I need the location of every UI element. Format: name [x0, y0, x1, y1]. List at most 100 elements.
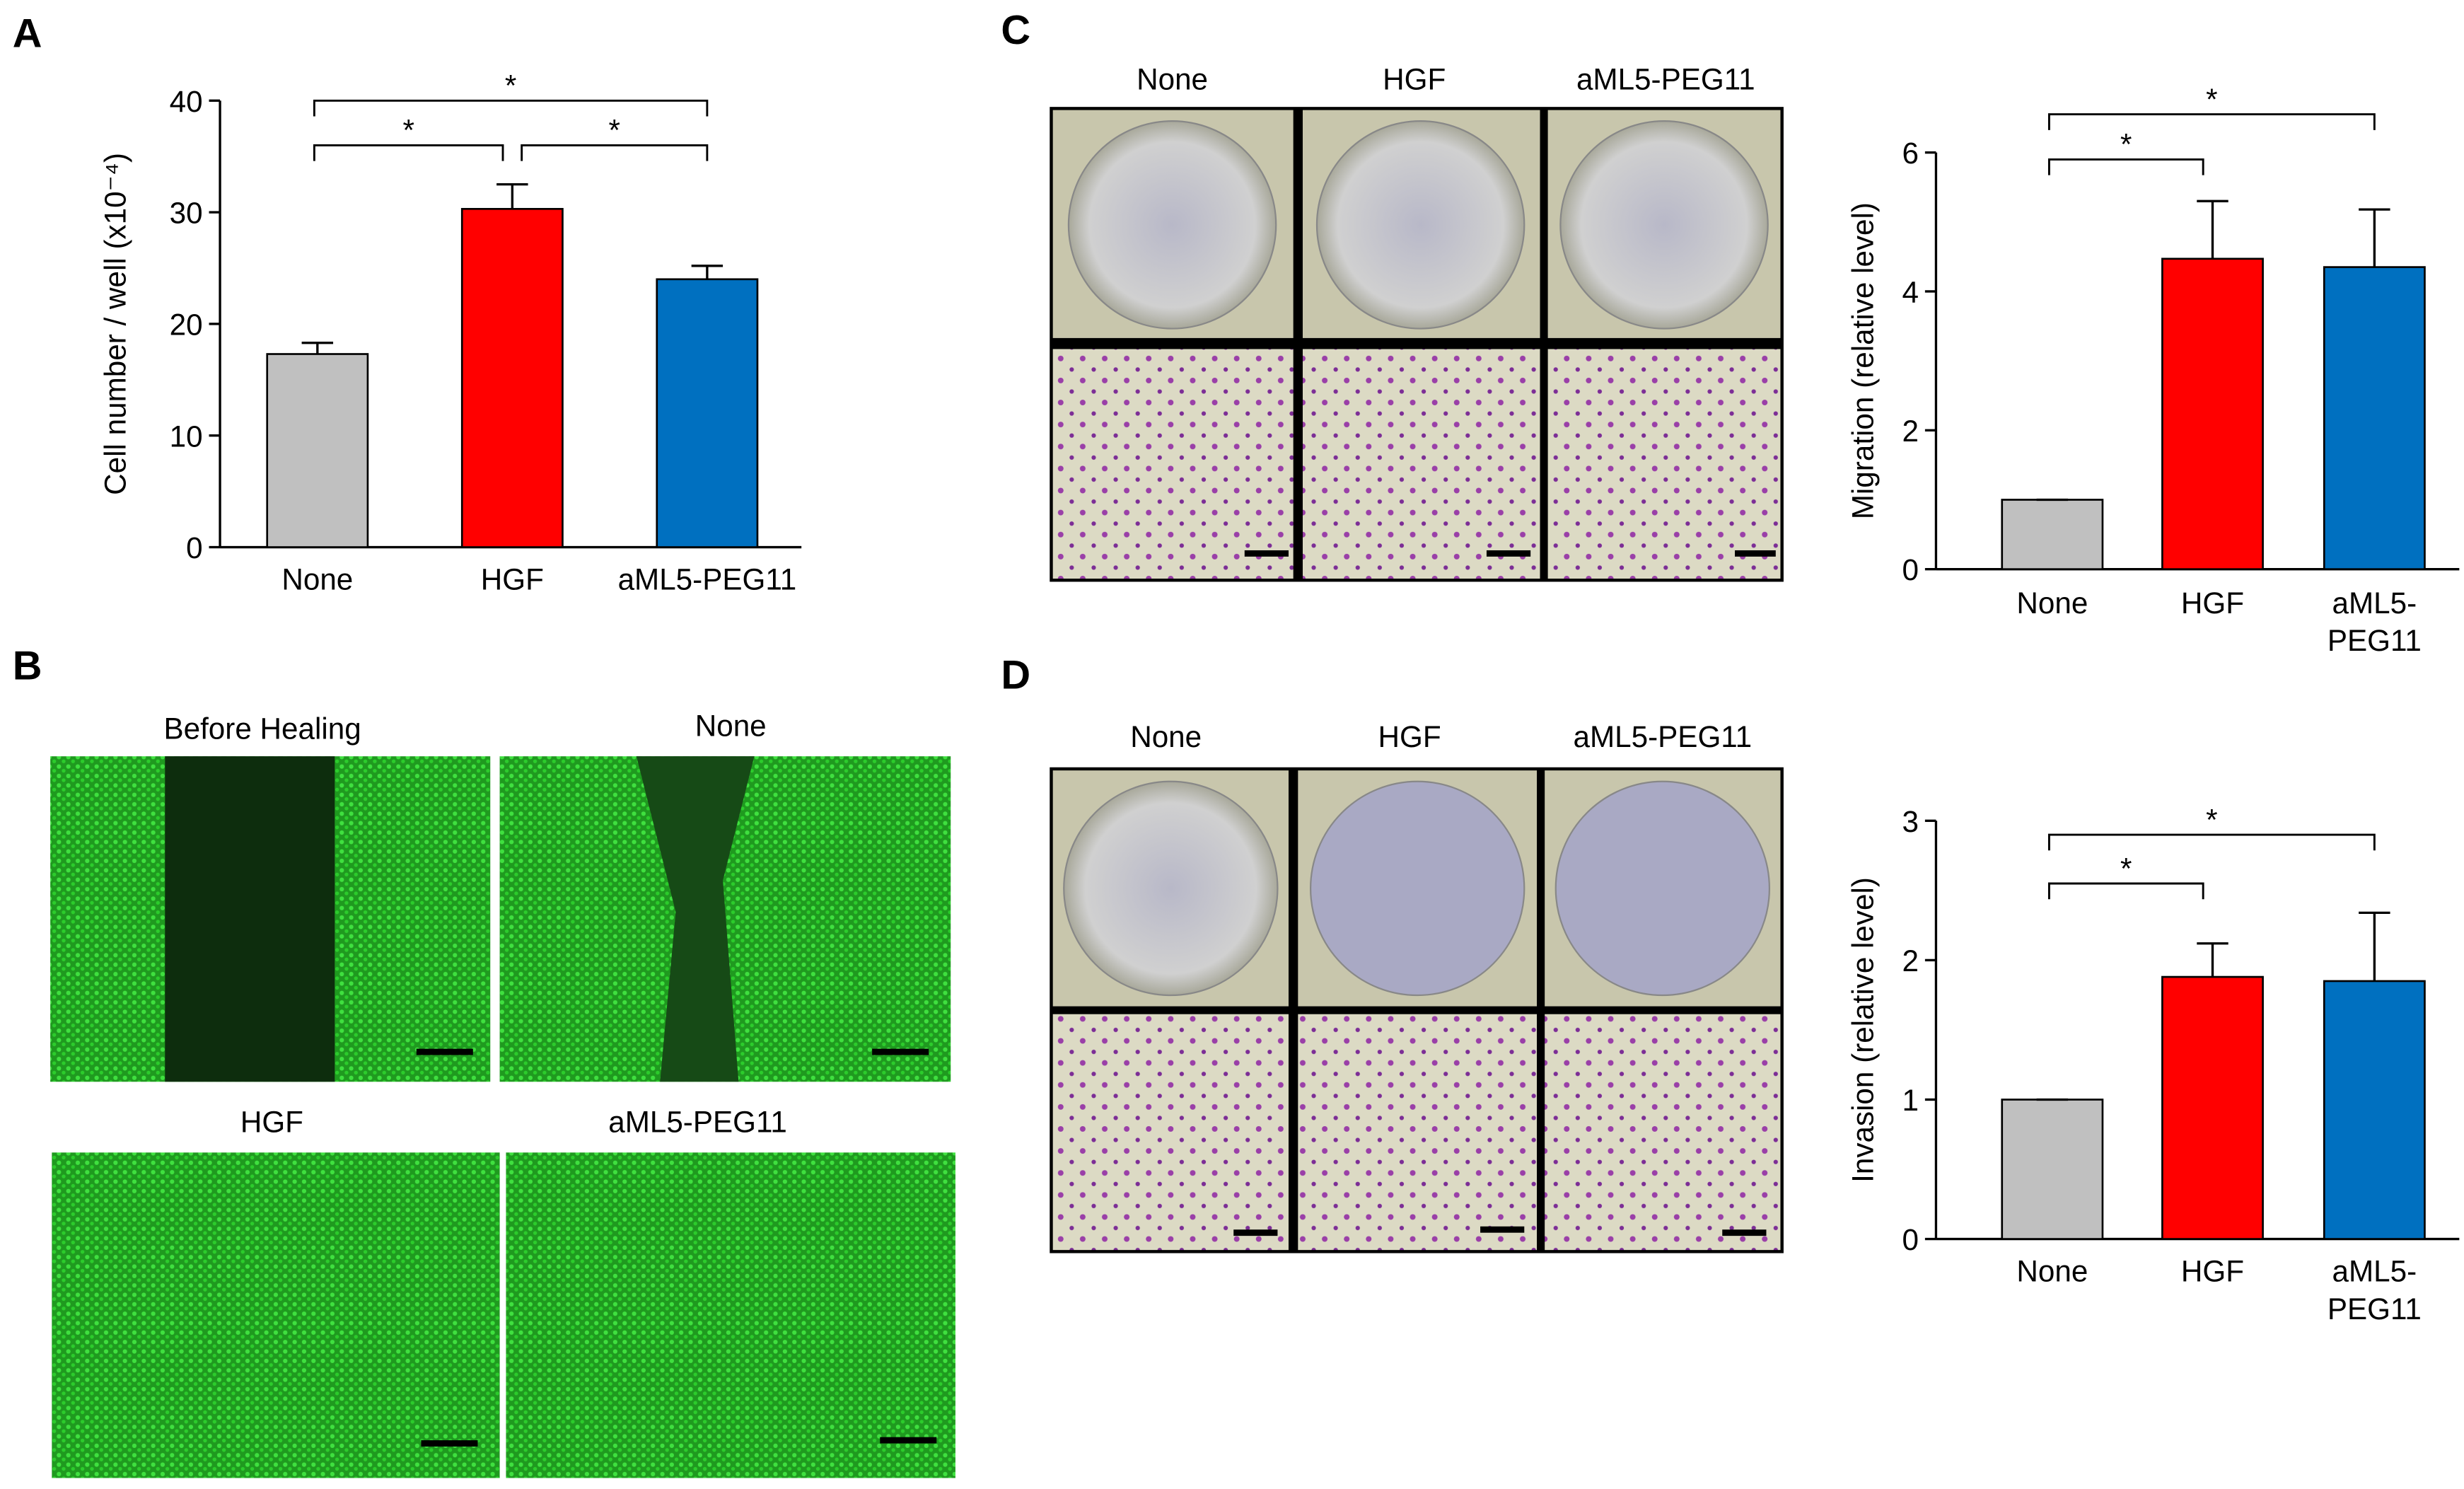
significance-label: *: [2206, 803, 2217, 836]
bar: [2001, 499, 2104, 570]
image-label: None: [1137, 63, 1208, 96]
significance-bracket: [521, 144, 709, 161]
significance-label: *: [402, 114, 414, 147]
y-tick-label: 3: [1902, 805, 1919, 838]
y-tick-label: 20: [170, 308, 203, 341]
x-tick-label: aML5- PEG11: [2328, 586, 2422, 657]
scale-bar: [1486, 550, 1531, 557]
significance-label: *: [2120, 128, 2132, 161]
well: [1067, 120, 1277, 330]
image-label: aML5-PEG11: [608, 1105, 787, 1138]
scale-bar: [1233, 1229, 1278, 1236]
well: [1315, 120, 1526, 330]
x-tick-label: None: [281, 563, 353, 596]
significance-label: *: [2120, 852, 2132, 885]
scale-bar: [1244, 550, 1289, 557]
bar: [460, 208, 564, 548]
panel-label: B: [13, 643, 42, 688]
x-tick-label: aML5- PEG11: [2328, 1255, 2422, 1326]
image-label: HGF: [240, 1105, 303, 1138]
micrograph: [1547, 349, 1781, 579]
image-label: aML5-PEG11: [1574, 720, 1753, 753]
image-label: Before Healing: [163, 712, 361, 746]
error-bar: [691, 265, 723, 279]
significance-bracket: [2047, 833, 2376, 851]
panel-label: C: [1001, 8, 1030, 53]
y-tick-label: 2: [1902, 415, 1919, 448]
micrograph: [1545, 1014, 1781, 1251]
significance-bracket: [313, 99, 709, 117]
well: [1063, 780, 1279, 997]
x-tick-label-line: PEG11: [2328, 1292, 2422, 1326]
x-tick-label: aML5-PEG11: [618, 563, 797, 596]
micrograph: [1052, 349, 1294, 579]
invasion-images: None HGF aML5-PEG11: [1050, 720, 1784, 1253]
wound-gap: [165, 756, 335, 1082]
x-tick-label: HGF: [2181, 1255, 2244, 1288]
image-label: HGF: [1383, 63, 1446, 96]
scale-bar: [872, 1048, 929, 1055]
x-tick-label-line: aML5-: [2332, 586, 2417, 620]
image-label: None: [1130, 720, 1202, 753]
error-bar: [2359, 911, 2390, 981]
panel-label: A: [13, 11, 42, 57]
error-bar: [2197, 942, 2228, 978]
migration-images: None HGF aML5-PEG11: [1050, 63, 1784, 582]
y-tick-label: 0: [1902, 1223, 1919, 1256]
y-axis-label: Invasion (relative level): [1847, 877, 1880, 1183]
x-tick-label: None: [2016, 586, 2088, 620]
scale-bar: [421, 1440, 478, 1447]
y-tick-label: 2: [1902, 944, 1919, 978]
y-tick-label: 0: [186, 531, 202, 564]
x-tick-label: HGF: [2181, 586, 2244, 620]
x-tick-label-line: aML5-: [2332, 1255, 2417, 1288]
bar: [2323, 266, 2426, 570]
x-tick-label: None: [2016, 1255, 2088, 1288]
scale-bar: [416, 1048, 473, 1055]
y-tick-label: 4: [1902, 276, 1919, 309]
error-bar: [2359, 208, 2390, 267]
significance-bracket: [2047, 113, 2376, 130]
bar: [2161, 257, 2264, 570]
micrograph: [506, 1152, 955, 1478]
micrograph: [52, 1152, 500, 1478]
bar: [2001, 1099, 2104, 1240]
image-label: None: [695, 709, 767, 742]
bar: [2323, 980, 2426, 1240]
scale-bar: [880, 1437, 937, 1444]
image-label: HGF: [1378, 720, 1441, 753]
image-label: aML5-PEG11: [1576, 63, 1755, 96]
well: [1559, 120, 1769, 330]
y-tick-label: 6: [1902, 137, 1919, 170]
significance-bracket: [2047, 882, 2204, 900]
y-tick-label: 10: [170, 419, 203, 453]
scale-bar: [1480, 1226, 1525, 1233]
y-axis-label: Cell number / well (x10⁻⁴): [99, 153, 132, 495]
significance-label: *: [505, 69, 516, 103]
well: [1309, 780, 1526, 997]
bar: [266, 353, 369, 548]
significance-label: *: [2206, 83, 2217, 116]
micrograph: [1052, 1014, 1289, 1251]
y-tick-label: 1: [1902, 1084, 1919, 1117]
y-tick-label: 30: [170, 197, 203, 230]
significance-label: *: [609, 114, 620, 147]
panel-label: D: [1001, 653, 1030, 698]
y-axis-label: Migration (relative level): [1847, 202, 1880, 519]
error-bar: [301, 342, 334, 354]
error-bar: [2197, 199, 2228, 259]
micrograph: [1298, 1014, 1538, 1251]
x-tick-label: HGF: [481, 563, 544, 596]
y-tick-label: 0: [1902, 553, 1919, 586]
error-bar: [496, 182, 528, 209]
x-tick-label-line: PEG11: [2328, 624, 2422, 657]
wound-healing-images: Before Healing None HGF aML5-PEG11: [50, 709, 955, 1478]
y-tick-label: 40: [170, 85, 203, 118]
wound-gap: [636, 756, 755, 1082]
bar: [2161, 975, 2264, 1240]
micrograph: [1302, 349, 1540, 579]
scale-bar: [1722, 1229, 1767, 1236]
scale-bar: [1735, 550, 1776, 557]
bar: [656, 278, 759, 548]
